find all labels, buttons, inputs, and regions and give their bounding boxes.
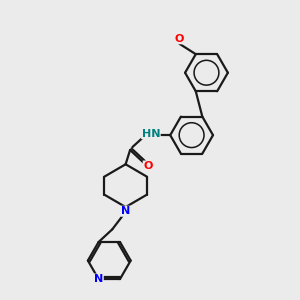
- Text: O: O: [174, 34, 184, 44]
- Text: HN: HN: [142, 129, 160, 139]
- Text: N: N: [94, 274, 103, 284]
- Text: N: N: [121, 206, 130, 216]
- Text: O: O: [143, 161, 153, 171]
